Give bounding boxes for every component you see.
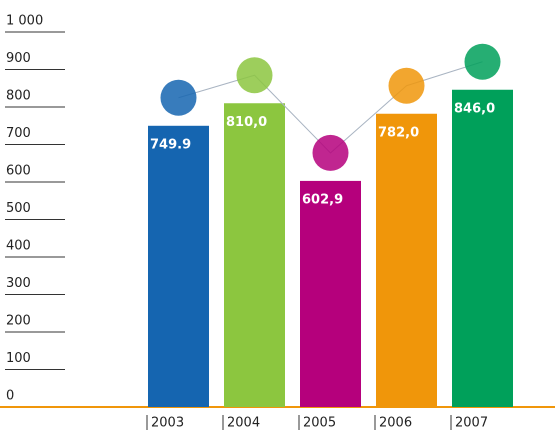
y-tick-label: 0 bbox=[6, 389, 14, 404]
value-label: 846,0 bbox=[454, 101, 495, 116]
fruit-icon bbox=[388, 67, 425, 104]
fruit-icon bbox=[160, 79, 197, 116]
y-tick-label: 500 bbox=[6, 201, 31, 216]
y-tick-label: 100 bbox=[6, 351, 31, 366]
bar bbox=[376, 113, 437, 407]
x-tick-label: 2007 bbox=[455, 416, 488, 431]
x-tick-label: 2006 bbox=[379, 416, 412, 431]
bar bbox=[300, 180, 361, 407]
bar bbox=[148, 125, 209, 407]
fruit-icon bbox=[312, 134, 349, 171]
value-label: 782,0 bbox=[378, 125, 419, 140]
y-tick-label: 300 bbox=[6, 276, 31, 291]
x-tick-label: 2004 bbox=[227, 416, 260, 431]
y-tick-label: 700 bbox=[6, 126, 31, 141]
y-tick-label: 900 bbox=[6, 51, 31, 66]
value-label: 602,9 bbox=[302, 192, 343, 207]
y-tick-label: 200 bbox=[6, 314, 31, 329]
fruit-icon bbox=[236, 57, 273, 94]
y-tick-label: 400 bbox=[6, 239, 31, 254]
value-label: 749.9 bbox=[150, 137, 191, 152]
y-tick-label: 600 bbox=[6, 164, 31, 179]
bar bbox=[452, 89, 513, 407]
bar bbox=[224, 103, 285, 407]
y-tick-label: 1 000 bbox=[6, 14, 43, 29]
fruit-icon bbox=[464, 43, 501, 80]
x-tick-label: 2003 bbox=[151, 416, 184, 431]
value-label: 810,0 bbox=[226, 115, 267, 130]
x-tick-label: 2005 bbox=[303, 416, 336, 431]
y-tick-label: 800 bbox=[6, 89, 31, 104]
